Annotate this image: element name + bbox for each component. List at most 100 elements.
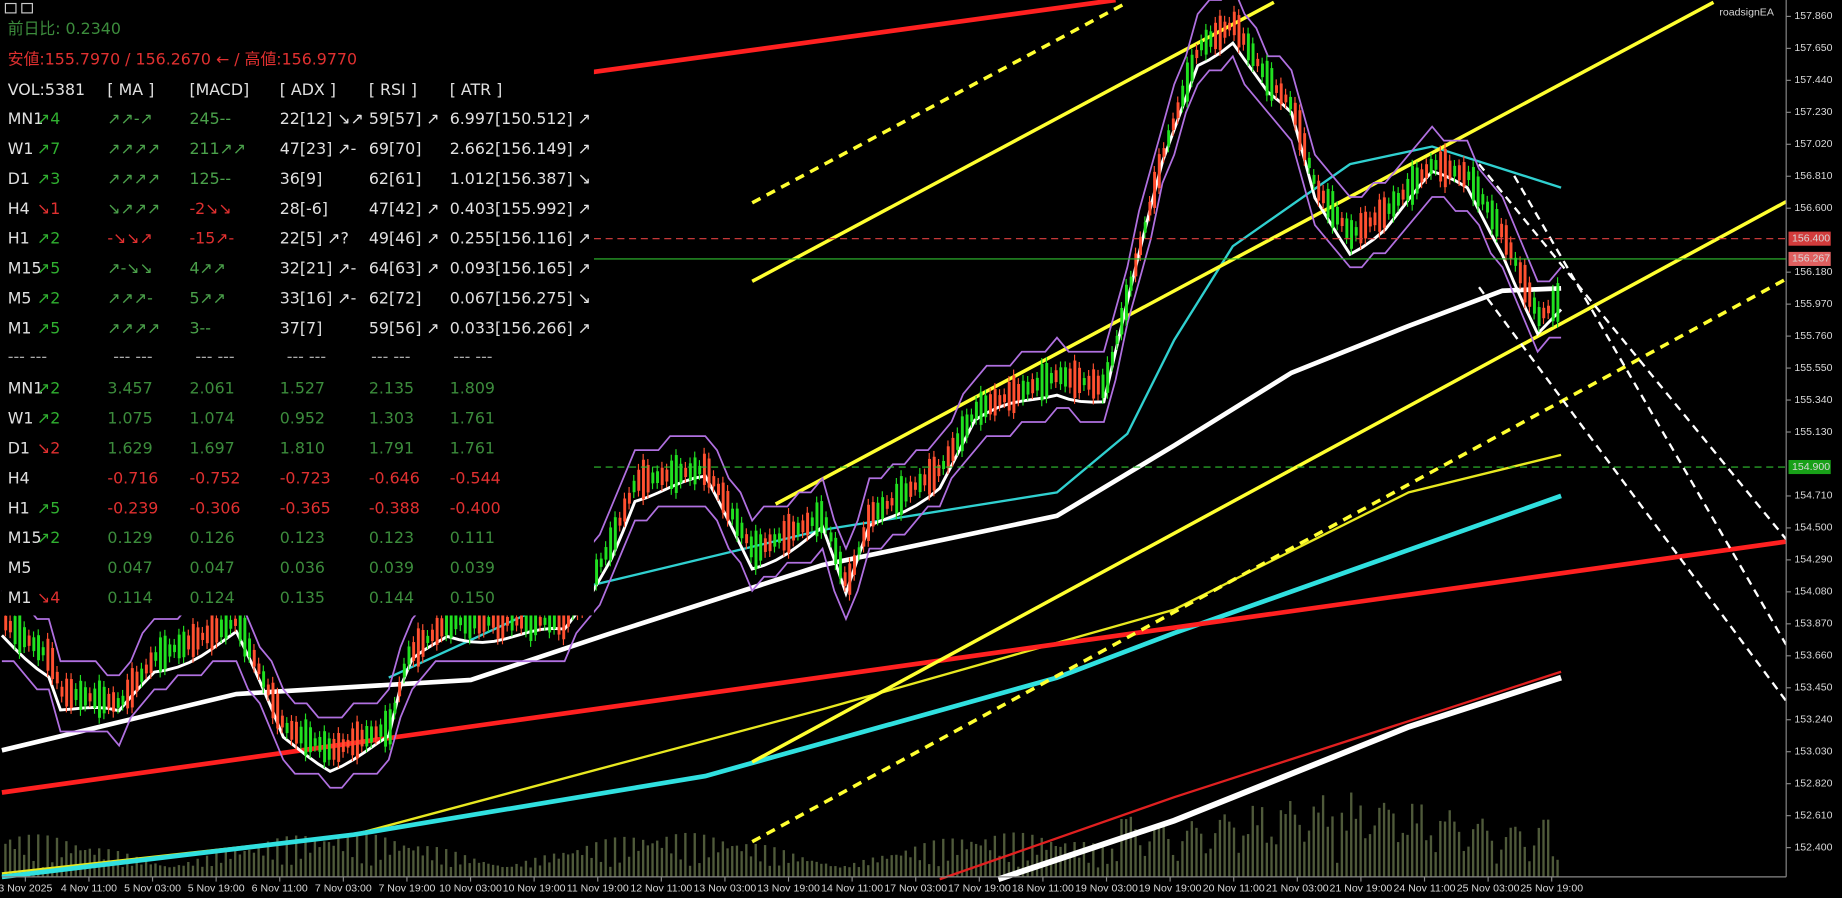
y-tick-label: 152.820 bbox=[1794, 777, 1832, 789]
volume-bar bbox=[341, 851, 345, 877]
candle-body bbox=[430, 629, 434, 642]
candle-body bbox=[838, 551, 842, 579]
candle-body bbox=[1500, 223, 1504, 238]
candle-body bbox=[79, 680, 83, 711]
candle-body bbox=[1162, 148, 1166, 157]
candle-body bbox=[341, 739, 345, 752]
y-tick-label: 154.710 bbox=[1794, 490, 1832, 502]
x-tick-label: 7 Nov 19:00 bbox=[378, 882, 435, 894]
volume-bar bbox=[224, 851, 227, 877]
x-tick-label: 17 Nov 19:00 bbox=[948, 882, 1011, 894]
volume-bar bbox=[1420, 804, 1423, 877]
candle-body bbox=[4, 615, 8, 631]
volume-bar bbox=[482, 861, 485, 877]
candle-body bbox=[1429, 158, 1433, 175]
volume-bar bbox=[201, 866, 204, 877]
table-cell: ↗5 bbox=[37, 318, 60, 337]
candle-body bbox=[909, 481, 913, 497]
candle-body bbox=[309, 727, 312, 753]
table-cell: -0.752 bbox=[189, 468, 240, 487]
candle-body bbox=[177, 634, 181, 659]
candle-body bbox=[1078, 367, 1082, 394]
table-header: [MACD] bbox=[189, 80, 249, 99]
volume-bar bbox=[1514, 826, 1517, 877]
volume-bar bbox=[505, 866, 509, 877]
table-cell: 33[16] ↗- bbox=[280, 288, 357, 307]
volume-bar bbox=[1345, 830, 1348, 877]
candle-body bbox=[83, 687, 87, 706]
candle-body bbox=[271, 682, 275, 719]
volume-bar bbox=[1260, 807, 1264, 877]
candle-body bbox=[1106, 362, 1110, 393]
candle-body bbox=[534, 607, 538, 636]
table-cell: 47[23] ↗- bbox=[280, 139, 357, 158]
volume-bar bbox=[543, 855, 546, 877]
table-cell: 59[56] ↗ bbox=[369, 318, 440, 337]
candle-body bbox=[1518, 262, 1522, 284]
volume-bar bbox=[1392, 813, 1395, 877]
table-cell: 1.810 bbox=[280, 439, 325, 458]
volume-bar bbox=[1078, 857, 1081, 877]
candle-body bbox=[548, 610, 552, 633]
candle-body bbox=[224, 614, 228, 639]
volume-bar bbox=[871, 857, 875, 877]
volume-bar bbox=[942, 838, 945, 877]
window-icon[interactable] bbox=[21, 2, 33, 14]
table-cell: 0.047 bbox=[189, 558, 234, 577]
table-cell: 0.039 bbox=[450, 558, 495, 577]
volume-bar bbox=[280, 864, 284, 877]
volume-bar bbox=[562, 852, 565, 877]
table-cell: 1.697 bbox=[189, 439, 234, 458]
candle-body bbox=[923, 474, 927, 486]
candle-body bbox=[1547, 305, 1550, 314]
row-label: MN1 bbox=[8, 109, 44, 128]
volume-bar bbox=[1298, 824, 1301, 877]
row-label: M15 bbox=[8, 528, 42, 547]
volume-bar bbox=[820, 863, 823, 877]
volume-bar bbox=[1462, 850, 1465, 877]
volume-bar bbox=[576, 850, 579, 877]
candle-body bbox=[646, 464, 650, 493]
volume-bar bbox=[1490, 840, 1494, 877]
candle-body bbox=[1331, 191, 1335, 228]
candle-body bbox=[984, 395, 988, 418]
candle-body bbox=[763, 538, 767, 552]
y-tick-label: 154.290 bbox=[1794, 554, 1832, 566]
volume-bar bbox=[1190, 821, 1193, 877]
candle-body bbox=[613, 517, 617, 550]
candle-body bbox=[41, 647, 45, 656]
candle-body bbox=[928, 458, 931, 495]
candle-body bbox=[1434, 160, 1438, 170]
candle-body bbox=[187, 635, 191, 650]
y-tick-label: 153.030 bbox=[1794, 745, 1832, 757]
volume-bar bbox=[332, 845, 335, 877]
volume-bar bbox=[1312, 806, 1315, 877]
candle-body bbox=[491, 614, 495, 628]
volume-bar bbox=[782, 850, 786, 877]
volume-bar bbox=[1523, 846, 1526, 877]
candle-body bbox=[913, 482, 917, 490]
window-icon[interactable] bbox=[4, 2, 17, 14]
volume-bar bbox=[1457, 831, 1461, 877]
candle-body bbox=[1425, 164, 1429, 179]
candle-body bbox=[1120, 307, 1124, 335]
candle-body bbox=[876, 502, 880, 520]
candle-body bbox=[332, 738, 336, 760]
table-cell: 0.129 bbox=[107, 528, 152, 547]
volume-bar bbox=[1429, 835, 1433, 877]
volume-bar bbox=[890, 855, 893, 877]
volume-bar bbox=[815, 861, 818, 877]
candle-body bbox=[435, 617, 439, 645]
candle-body bbox=[515, 617, 519, 626]
indicator-line bbox=[1, 0, 1562, 719]
volume-bar bbox=[1551, 856, 1555, 877]
indicator-line bbox=[1513, 175, 1788, 646]
table-cell: 0.126 bbox=[189, 528, 234, 547]
volume-bar bbox=[693, 833, 696, 877]
table-cell: ↗5 bbox=[37, 498, 60, 517]
volume-bar bbox=[271, 859, 274, 877]
candle-body bbox=[1415, 167, 1419, 194]
volume-bar bbox=[529, 867, 532, 877]
candle-body bbox=[740, 522, 744, 539]
